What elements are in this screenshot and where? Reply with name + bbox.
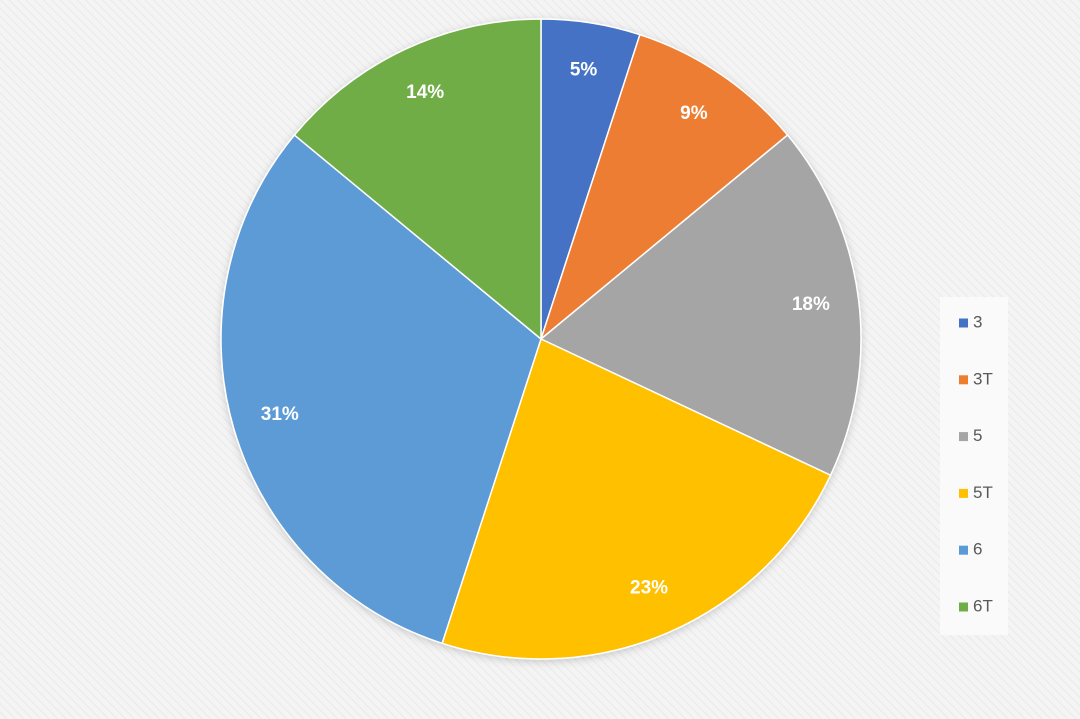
data-label: 9%: [680, 103, 708, 124]
legend-marker: [959, 545, 968, 555]
pie-slice: [441, 337, 832, 660]
data-label: 5%: [570, 59, 598, 80]
legend-box: [940, 297, 1008, 635]
legend-label: 3T: [973, 369, 993, 388]
legend-label: 3: [973, 312, 982, 331]
legend-marker: [959, 602, 968, 612]
legend-marker: [959, 318, 968, 328]
legend-label: 5T: [973, 483, 993, 502]
data-label: 14%: [406, 82, 444, 103]
legend-label: 6: [973, 540, 982, 559]
data-label: 31%: [261, 404, 299, 425]
legend-label: 5: [973, 426, 982, 445]
legend-marker: [959, 432, 968, 442]
pie: [220, 18, 862, 660]
pie-slice: [539, 133, 862, 477]
data-label: 23%: [630, 578, 668, 599]
pie-slice: [293, 18, 542, 341]
legend-label: 6T: [973, 596, 993, 615]
pie-slice: [220, 133, 542, 645]
pie-slice: [539, 33, 789, 342]
data-label: 18%: [792, 294, 830, 315]
legend-marker: [959, 488, 968, 498]
legend-marker: [959, 375, 968, 385]
